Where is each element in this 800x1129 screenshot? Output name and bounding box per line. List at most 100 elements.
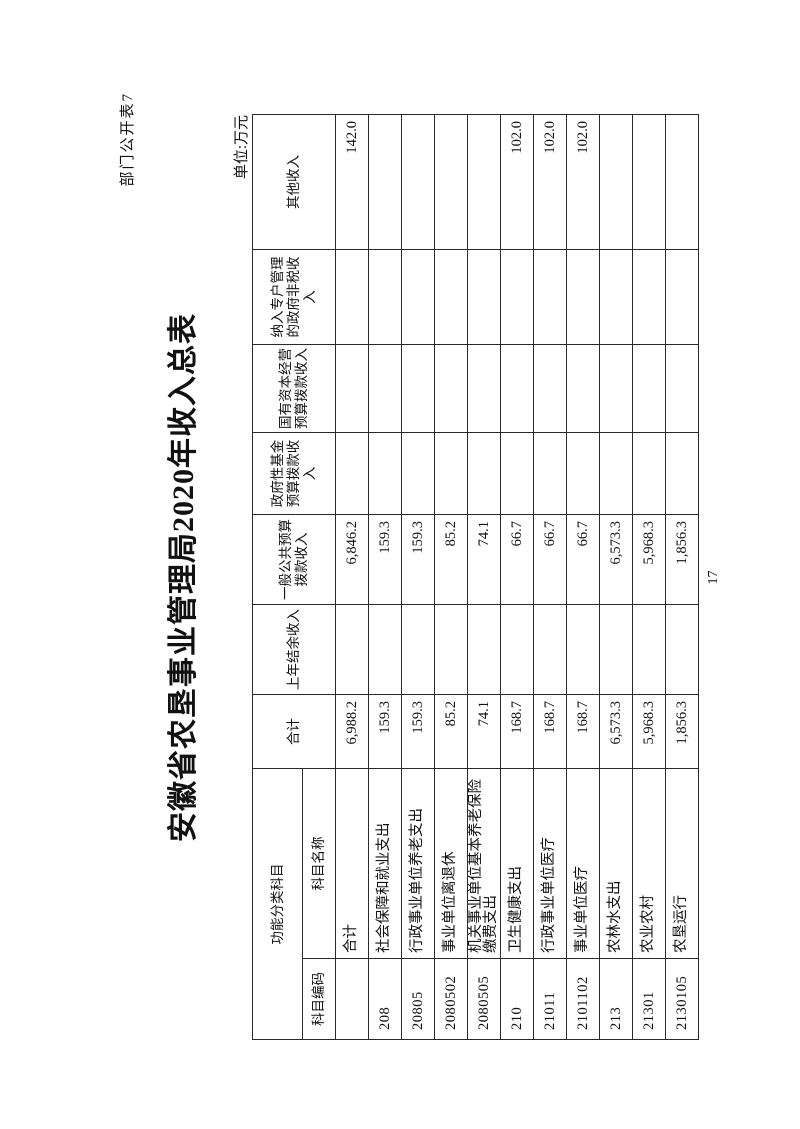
cell-subject-code: 2080502 xyxy=(434,958,468,1040)
cell-amount xyxy=(599,604,633,695)
cell-amount xyxy=(467,114,501,250)
cell-amount: 74.1 xyxy=(467,514,501,605)
cell-amount xyxy=(665,249,699,345)
cell-amount xyxy=(533,249,567,345)
cell-subject-name: 社会保障和就业支出 xyxy=(368,768,402,959)
cell-subject-name: 事业单位离退休 xyxy=(434,768,468,959)
page-number: 17 xyxy=(706,570,721,585)
cell-amount xyxy=(434,249,468,345)
cell-subject-code: 210 xyxy=(500,958,534,1040)
table-header: 功能分类科目 合计 上年结余收入 一般公共预算拨款收入 政府性基金预算拨款收入 … xyxy=(252,114,336,1040)
table-row: 21301 农业农村 5,968.3 5,968.3 xyxy=(632,114,666,1040)
cell-subject-code: 2080505 xyxy=(467,958,501,1040)
cell-amount: 5,968.3 xyxy=(632,514,666,605)
cell-amount: 159.3 xyxy=(401,514,435,605)
cell-amount xyxy=(665,114,699,250)
cell-subject-code: 208 xyxy=(368,958,402,1040)
header-col-state-capital: 国有资本经营预算拨款收入 xyxy=(252,344,336,433)
cell-amount: 142.0 xyxy=(335,114,369,250)
cell-amount: 102.0 xyxy=(533,114,567,250)
cell-amount: 1,856.3 xyxy=(665,694,699,769)
cell-amount: 6,988.2 xyxy=(335,694,369,769)
cell-subject-name: 卫生健康支出 xyxy=(500,768,534,959)
cell-amount xyxy=(434,432,468,515)
cell-subject-name: 农林水支出 xyxy=(599,768,633,959)
cell-amount xyxy=(401,249,435,345)
cell-subject-name: 农垦运行 xyxy=(665,768,699,959)
cell-subject-code: 2101102 xyxy=(566,958,600,1040)
cell-amount: 74.1 xyxy=(467,694,501,769)
cell-amount: 102.0 xyxy=(500,114,534,250)
header-col-general-budget: 一般公共预算拨款收入 xyxy=(252,514,336,605)
cell-amount: 159.3 xyxy=(368,694,402,769)
header-col-gov-fund: 政府性基金预算拨款收入 xyxy=(252,432,336,515)
cell-amount xyxy=(467,249,501,345)
table-row: 21011 行政事业单位医疗 168.7 66.7 102.0 xyxy=(533,114,567,1040)
cell-amount: 6,573.3 xyxy=(599,694,633,769)
cell-amount xyxy=(500,344,534,433)
cell-amount xyxy=(335,432,369,515)
cell-amount xyxy=(500,249,534,345)
cell-amount xyxy=(533,432,567,515)
cell-amount xyxy=(467,604,501,695)
header-subject-code: 科目编码 xyxy=(302,958,336,1040)
cell-amount xyxy=(368,114,402,250)
table-row: 合计 6,988.2 6,846.2 142.0 xyxy=(335,114,369,1040)
cell-amount xyxy=(467,432,501,515)
cell-amount xyxy=(665,344,699,433)
cell-subject-code: 213 xyxy=(599,958,633,1040)
cell-amount xyxy=(665,604,699,695)
cell-subject-name: 合计 xyxy=(335,768,369,959)
cell-amount xyxy=(434,344,468,433)
cell-amount: 1,856.3 xyxy=(665,514,699,605)
cell-amount xyxy=(665,432,699,515)
cell-amount xyxy=(566,604,600,695)
cell-amount xyxy=(599,432,633,515)
cell-amount: 5,968.3 xyxy=(632,694,666,769)
cell-amount xyxy=(401,604,435,695)
cell-amount xyxy=(434,114,468,250)
table-body: 合计 6,988.2 6,846.2 142.0 208 社会保障和就业支出 159.3 15… xyxy=(335,114,699,1040)
cell-amount: 159.3 xyxy=(368,514,402,605)
cell-subject-code: 20805 xyxy=(401,958,435,1040)
cell-amount xyxy=(368,249,402,345)
cell-amount: 168.7 xyxy=(533,694,567,769)
corner-label: 部门公开表7 xyxy=(120,92,136,187)
table-row: 208 社会保障和就业支出 159.3 159.3 xyxy=(368,114,402,1040)
cell-subject-code xyxy=(335,958,369,1040)
cell-amount xyxy=(368,604,402,695)
cell-amount: 85.2 xyxy=(434,514,468,605)
cell-amount xyxy=(599,249,633,345)
cell-subject-name: 行政事业单位养老支出 xyxy=(401,768,435,959)
header-col-carryover: 上年结余收入 xyxy=(252,604,336,695)
table-row: 2080505 机关事业单位基本养老保险缴费支出 74.1 74.1 xyxy=(467,114,501,1040)
cell-subject-name: 事业单位医疗 xyxy=(566,768,600,959)
cell-subject-code: 2130105 xyxy=(665,958,699,1040)
cell-amount xyxy=(533,344,567,433)
unit-label: 单位:万元 xyxy=(234,115,250,180)
cell-amount xyxy=(467,344,501,433)
table-row: 2080502 事业单位离退休 85.2 85.2 xyxy=(434,114,468,1040)
header-subject-name: 科目名称 xyxy=(302,768,336,959)
cell-amount xyxy=(368,432,402,515)
cell-amount xyxy=(632,344,666,433)
cell-amount xyxy=(632,249,666,345)
cell-subject-name: 行政事业单位医疗 xyxy=(533,768,567,959)
cell-amount: 66.7 xyxy=(533,514,567,605)
cell-subject-code: 21301 xyxy=(632,958,666,1040)
table-row: 213 农林水支出 6,573.3 6,573.3 xyxy=(599,114,633,1040)
cell-subject-name: 机关事业单位基本养老保险缴费支出 xyxy=(467,768,501,959)
cell-subject-name: 农业农村 xyxy=(632,768,666,959)
cell-amount xyxy=(401,344,435,433)
table-row: 210 卫生健康支出 168.7 66.7 102.0 xyxy=(500,114,534,1040)
cell-amount xyxy=(500,432,534,515)
cell-amount xyxy=(566,344,600,433)
cell-amount xyxy=(401,114,435,250)
cell-amount: 159.3 xyxy=(401,694,435,769)
cell-amount xyxy=(599,114,633,250)
cell-amount xyxy=(566,432,600,515)
header-functional-classification: 功能分类科目 xyxy=(252,768,303,1040)
income-summary-table: 功能分类科目 合计 上年结余收入 一般公共预算拨款收入 政府性基金预算拨款收入 … xyxy=(252,114,699,1040)
cell-amount: 6,846.2 xyxy=(335,514,369,605)
